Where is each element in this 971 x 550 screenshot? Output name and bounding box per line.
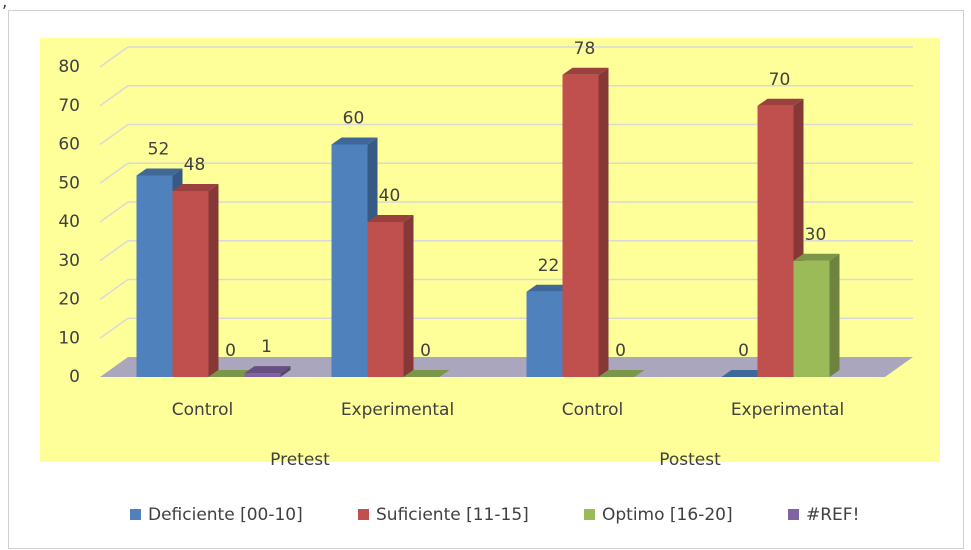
bar-top [793, 253, 840, 261]
bar-side [403, 215, 414, 377]
bar-top [172, 184, 219, 191]
x-tick-label: Experimental [731, 400, 844, 420]
group-label: Pretest [270, 450, 330, 470]
x-tick-label: Control [172, 400, 233, 420]
bar-front [172, 191, 209, 377]
bar-top [367, 215, 414, 222]
bar [793, 253, 840, 377]
bar-front [757, 105, 794, 377]
bar [208, 370, 255, 377]
legend-swatch [358, 509, 369, 520]
bar-top [244, 366, 291, 374]
bar-side [280, 366, 291, 377]
x-tick-label: Control [562, 400, 623, 420]
bar-front [367, 222, 404, 377]
data-label: 0 [420, 341, 431, 361]
legend-swatch [130, 509, 141, 520]
bar-top [562, 67, 609, 75]
y-tick-label: 70 [58, 96, 80, 116]
legend-swatch [584, 509, 595, 520]
grid-line [99, 46, 913, 68]
bar-top [403, 370, 450, 377]
bar-top [331, 137, 378, 145]
bar-top [208, 370, 255, 377]
bar-front [331, 144, 368, 377]
floor [100, 357, 913, 377]
legend-label: Deficiente [00-10] [148, 505, 303, 525]
data-label: 30 [805, 225, 827, 245]
y-tick-label: 10 [58, 328, 80, 348]
grid-line [99, 240, 913, 262]
data-label: 0 [615, 341, 626, 361]
legend-swatch [788, 509, 799, 520]
bar-side [208, 184, 219, 377]
y-tick-label: 0 [69, 367, 80, 387]
y-tick-label: 80 [58, 57, 80, 77]
bar-front [562, 74, 599, 377]
bar [244, 366, 291, 377]
data-label: 52 [148, 140, 170, 160]
y-tick-label: 60 [58, 135, 80, 155]
bar-top [598, 370, 645, 377]
bar [721, 370, 768, 377]
bar [562, 67, 609, 377]
bar-top [136, 168, 183, 176]
legend-label: Optimo [16-20] [602, 505, 733, 525]
grid-line [99, 278, 913, 301]
x-tick-label: Experimental [341, 400, 454, 420]
data-label: 70 [769, 70, 791, 90]
y-tick-label: 30 [58, 251, 80, 271]
bar-front [793, 260, 830, 377]
bar-side [829, 253, 840, 377]
bar-front [526, 291, 563, 377]
grid-line [99, 317, 913, 339]
y-tick-label: 50 [58, 173, 80, 193]
bar-top [721, 370, 768, 377]
bar [172, 184, 219, 377]
legend-label: Suficiente [11-15] [376, 505, 529, 525]
grid-line [99, 201, 913, 223]
bar-side [598, 67, 609, 377]
legend-label: #REF! [806, 505, 859, 525]
grid-line [99, 85, 913, 107]
grid-line [99, 123, 913, 146]
data-label: 48 [184, 155, 206, 175]
data-label: 0 [738, 341, 749, 361]
bar [598, 370, 645, 377]
data-label: 22 [538, 256, 560, 276]
data-label: 1 [261, 337, 272, 357]
y-tick-label: 20 [58, 290, 80, 310]
bar-front [136, 175, 173, 377]
data-label: 78 [574, 39, 596, 59]
data-label: 0 [225, 341, 236, 361]
bar-top [526, 284, 573, 292]
bar-front [244, 373, 281, 377]
data-label: 60 [343, 109, 365, 129]
bar-top [757, 98, 804, 106]
y-tick-label: 40 [58, 212, 80, 232]
grid-line [99, 162, 913, 184]
group-label: Postest [659, 450, 721, 470]
bar [403, 370, 450, 377]
stray-text: , [2, 0, 7, 12]
data-label: 40 [379, 186, 401, 206]
bar [367, 215, 414, 377]
